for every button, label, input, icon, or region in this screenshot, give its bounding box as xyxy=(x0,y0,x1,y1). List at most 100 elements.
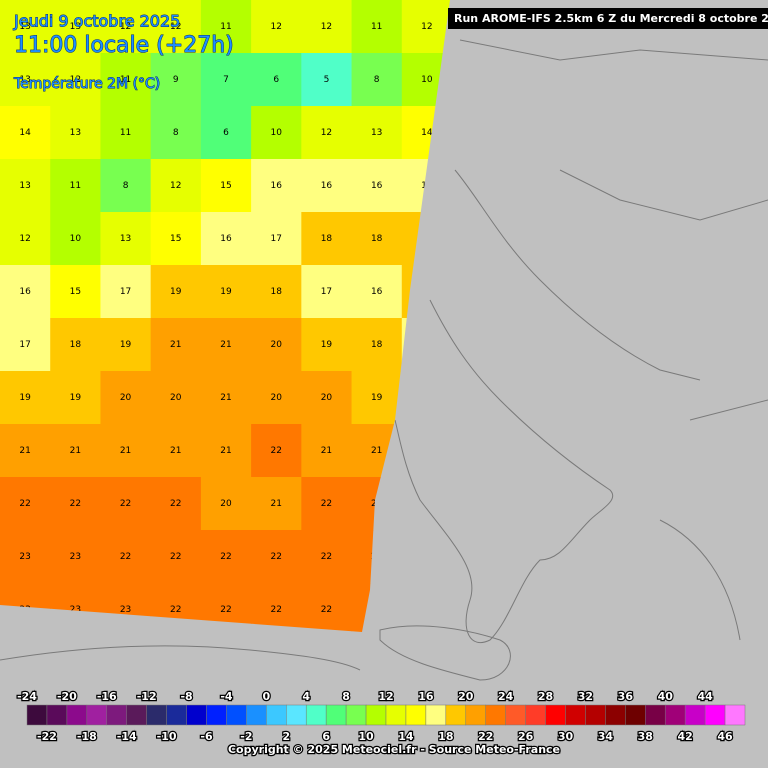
colorbar-swatch xyxy=(385,704,407,726)
grid-cell xyxy=(401,265,450,319)
cell-value: 11 xyxy=(220,22,231,32)
colorbar-label: 28 xyxy=(538,690,553,703)
grid-cell xyxy=(0,477,51,531)
colorbar-swatch xyxy=(585,704,606,726)
cell-value: 12 xyxy=(120,22,131,32)
cell-value: 18 xyxy=(371,340,383,350)
grid-cell xyxy=(150,212,202,266)
cell-value: 22 xyxy=(170,605,181,615)
grid-cell xyxy=(50,530,101,584)
cell-value: 21 xyxy=(371,446,382,456)
grid-cell xyxy=(301,159,353,213)
cell-value: 22 xyxy=(120,499,131,509)
cell-value: 12 xyxy=(170,181,181,191)
colorbar-swatch xyxy=(246,704,267,726)
cell-value: 22 xyxy=(321,552,332,562)
colorbar-swatch xyxy=(645,704,666,726)
grid-cell xyxy=(351,477,403,531)
colorbar-swatch xyxy=(684,704,706,726)
grid-cell xyxy=(351,371,403,425)
cell-value: 19 xyxy=(19,393,31,403)
grid-cell xyxy=(251,583,302,632)
colorbar-swatch xyxy=(305,704,327,726)
colorbar-label: -16 xyxy=(97,690,117,703)
grid-cell xyxy=(301,0,353,54)
cell-value: 22 xyxy=(70,499,81,509)
grid-cell xyxy=(301,212,353,266)
grid-cell xyxy=(401,159,450,213)
cell-value: 18 xyxy=(371,234,383,244)
colorbar-swatch xyxy=(545,704,566,726)
cell-value: 18 xyxy=(321,234,333,244)
grid-cell xyxy=(351,583,403,632)
grid-cell xyxy=(351,0,403,54)
cell-value: 10 xyxy=(70,234,82,244)
cell-value: 15 xyxy=(70,287,81,297)
cell-value: 22 xyxy=(421,605,432,615)
grid-cell xyxy=(150,265,202,319)
grid-cell xyxy=(401,212,450,266)
colorbar-label: 40 xyxy=(658,690,674,703)
grid-cell xyxy=(0,424,51,478)
cell-value: 16 xyxy=(321,181,333,191)
grid-cell xyxy=(100,212,152,266)
cell-value: 11 xyxy=(120,75,131,85)
grid-cell xyxy=(0,265,51,319)
cell-value: 13 xyxy=(120,234,131,244)
grid-cell xyxy=(301,371,353,425)
colorbar-label: -6 xyxy=(200,730,213,743)
cell-value: 17 xyxy=(120,287,131,297)
cell-value: 19 xyxy=(70,393,82,403)
cell-value: 23 xyxy=(70,605,81,615)
grid-cell xyxy=(251,159,302,213)
cell-value: 17 xyxy=(421,181,432,191)
grid-cell xyxy=(351,106,403,160)
cell-value: 13 xyxy=(19,75,30,85)
cell-value: 17 xyxy=(421,340,432,350)
time: 11:00 locale (+27h) xyxy=(14,33,234,58)
grid-cell xyxy=(200,106,252,160)
colorbar-label: 24 xyxy=(498,690,514,703)
cell-value: 16 xyxy=(270,181,282,191)
grid-cell xyxy=(251,106,302,160)
cell-value: 22 xyxy=(270,605,281,615)
colorbar-swatch xyxy=(465,704,486,726)
grid-cell xyxy=(100,371,152,425)
grid-cell xyxy=(351,318,403,372)
cell-value: 20 xyxy=(120,393,132,403)
date: Jeudi 9 octobre 2025 xyxy=(13,12,180,31)
cell-value: 16 xyxy=(19,287,31,297)
colorbar-swatch xyxy=(66,704,88,726)
cell-value: 22 xyxy=(371,499,382,509)
cell-value: 23 xyxy=(19,605,30,615)
cell-value: 17 xyxy=(19,340,30,350)
cell-value: 23 xyxy=(70,552,81,562)
grid-cell xyxy=(401,318,450,372)
cell-value: 10 xyxy=(421,75,433,85)
cell-value: 23 xyxy=(120,605,131,615)
grid-cell xyxy=(351,530,403,584)
colorbar-swatch xyxy=(126,704,147,726)
grid-cell xyxy=(50,371,101,425)
cell-value: 19 xyxy=(371,393,383,403)
grid-cell xyxy=(50,265,101,319)
colorbar-swatch xyxy=(425,704,447,726)
cell-value: 11 xyxy=(70,181,81,191)
cell-value: 19 xyxy=(421,234,433,244)
grid-cell xyxy=(100,53,152,107)
grid-cell xyxy=(301,530,353,584)
cell-value: 21 xyxy=(220,393,231,403)
grid-cell xyxy=(200,159,252,213)
colorbar-label: 10 xyxy=(358,730,374,743)
colorbar-swatch xyxy=(365,704,387,726)
colorbar-label: 8 xyxy=(342,690,350,703)
cell-value: 20 xyxy=(270,340,282,350)
colorbar-swatch xyxy=(146,704,167,726)
grid-cell xyxy=(401,0,450,54)
cell-value: 11 xyxy=(120,128,131,138)
cell-value: 7 xyxy=(223,75,229,85)
copyright: Copyright © 2025 Meteociel.fr - Source M… xyxy=(228,743,560,756)
cell-value: 22 xyxy=(220,605,231,615)
grid-cell xyxy=(351,159,403,213)
colorbar-label: 20 xyxy=(458,690,474,703)
